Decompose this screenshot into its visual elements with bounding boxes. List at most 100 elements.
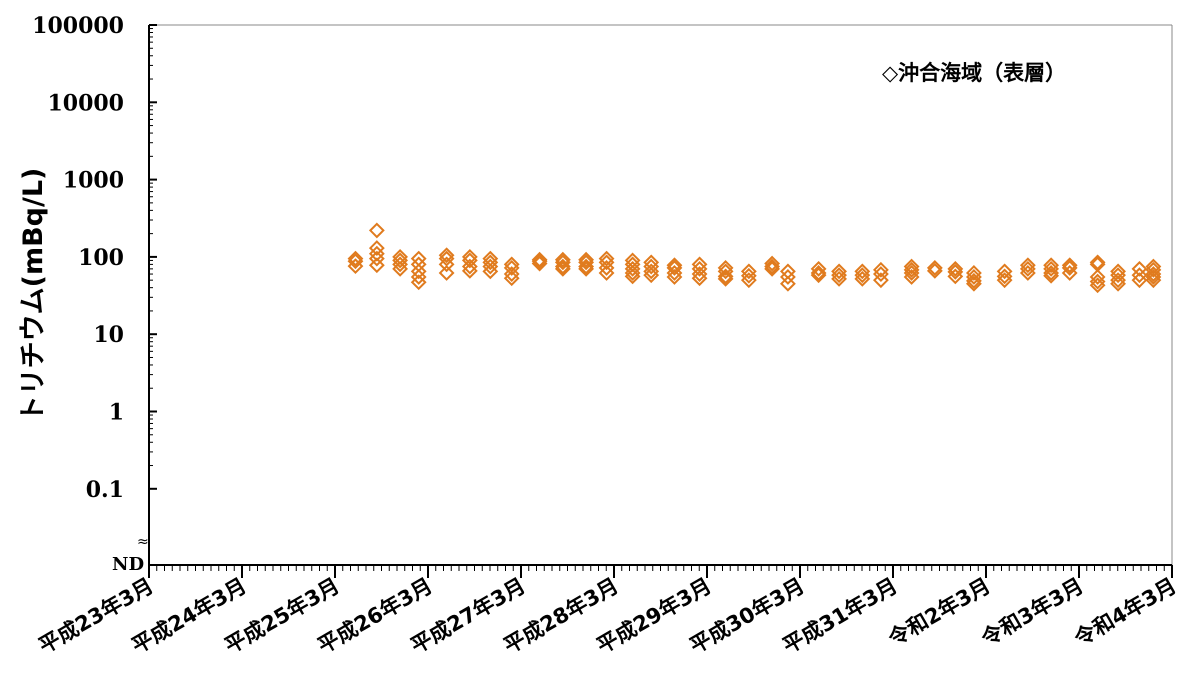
data-point <box>347 250 364 267</box>
data-point <box>1145 272 1162 289</box>
data-point <box>1043 260 1060 277</box>
y-tick-label: 100000 <box>32 13 124 39</box>
data-point <box>598 260 615 276</box>
data-point <box>810 265 827 281</box>
y-tick-label: 100 <box>78 245 124 271</box>
data-point <box>438 247 455 264</box>
legend-label: ◇沖合海域（表層） <box>882 61 1066 85</box>
data-point <box>996 268 1013 285</box>
data-point <box>368 222 385 239</box>
data-points <box>347 222 1162 294</box>
data-point <box>410 263 427 280</box>
data-point <box>482 263 499 280</box>
data-point <box>666 269 683 285</box>
data-point <box>717 260 734 276</box>
data-point <box>643 258 660 275</box>
data-point <box>1043 257 1060 274</box>
data-point <box>740 263 757 280</box>
data-point <box>392 260 409 277</box>
data-point <box>740 267 757 284</box>
data-point <box>1043 265 1060 281</box>
data-point <box>764 258 781 275</box>
data-point <box>854 267 871 284</box>
data-point <box>1043 267 1060 284</box>
x-tick-label: 令和4年3月 <box>1070 574 1180 651</box>
data-point <box>482 258 499 275</box>
data-point <box>903 265 920 281</box>
data-point <box>531 255 548 272</box>
data-point <box>666 265 683 281</box>
x-tick-label: 令和2年3月 <box>884 574 994 651</box>
data-point <box>1019 265 1036 281</box>
data-point <box>691 260 708 277</box>
data-point <box>598 254 615 271</box>
x-ticks <box>148 565 1173 578</box>
data-point <box>368 257 385 274</box>
data-point <box>717 268 734 285</box>
data-point <box>691 270 708 287</box>
data-point <box>531 251 548 268</box>
data-point <box>1131 272 1148 289</box>
data-point <box>1089 273 1106 290</box>
data-point <box>996 272 1013 289</box>
data-point <box>831 263 847 280</box>
data-point <box>368 250 385 267</box>
data-point <box>482 254 499 271</box>
data-point <box>854 270 871 287</box>
data-point <box>779 269 796 285</box>
y-tick-label: 1000 <box>63 168 124 194</box>
data-point <box>1131 260 1148 277</box>
data-point <box>578 254 595 271</box>
data-point <box>461 252 478 269</box>
data-point <box>1019 260 1036 277</box>
data-point <box>1110 267 1126 284</box>
data-point <box>347 253 364 270</box>
data-point <box>624 260 641 277</box>
data-point <box>598 265 615 281</box>
data-point <box>578 260 595 277</box>
data-point <box>554 258 571 275</box>
data-point <box>666 260 683 276</box>
nd-label: ND <box>112 554 144 575</box>
data-point <box>461 262 478 279</box>
data-point <box>903 269 920 285</box>
data-point <box>831 270 847 287</box>
data-point <box>1089 277 1106 294</box>
data-point <box>554 251 571 268</box>
data-point <box>1145 266 1162 282</box>
y-axis-label: トリチウム(mBq/L) <box>18 168 49 423</box>
y-major-ticks: 100000 10000 1000 100 10 1 0.1 <box>32 13 157 503</box>
data-point <box>965 272 982 289</box>
data-point <box>872 272 889 289</box>
x-tick-labels: 平成23年3月平成24年3月平成25年3月平成26年3月平成27年3月平成28年… <box>35 574 1181 659</box>
data-point <box>740 272 757 289</box>
data-point <box>643 267 660 284</box>
data-point <box>1061 257 1078 274</box>
data-point <box>831 267 847 284</box>
data-point <box>1089 254 1106 271</box>
data-point <box>503 270 520 287</box>
data-point <box>410 274 427 291</box>
data-point <box>347 258 364 275</box>
data-point <box>872 266 889 282</box>
data-point <box>965 265 982 281</box>
data-point <box>947 260 964 277</box>
data-point <box>503 260 520 276</box>
data-point <box>368 240 385 257</box>
data-point <box>1061 265 1078 281</box>
data-point <box>764 260 781 277</box>
y-tick-label: 0.1 <box>86 477 124 503</box>
data-point <box>947 263 964 280</box>
data-point <box>1131 267 1148 284</box>
data-point <box>1110 272 1126 289</box>
data-point <box>810 260 827 277</box>
data-point <box>691 266 708 282</box>
data-point <box>903 258 920 275</box>
data-point <box>854 263 871 280</box>
data-point <box>554 254 571 271</box>
data-point <box>926 260 943 276</box>
y-tick-label: 10000 <box>47 90 124 116</box>
data-point <box>903 261 920 278</box>
data-point <box>392 256 409 273</box>
